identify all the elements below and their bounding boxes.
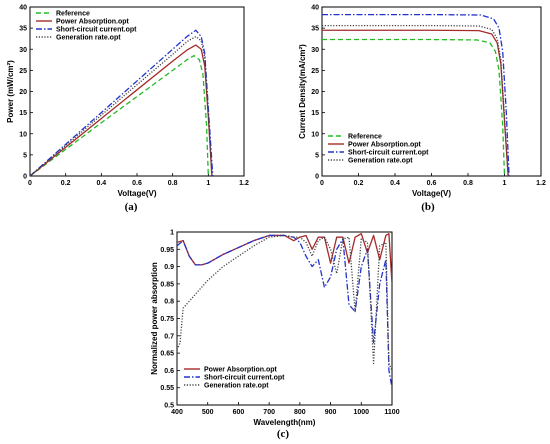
y-tick-label: 30: [311, 47, 319, 54]
x-tick-label: 0.2: [354, 180, 364, 187]
x-tick-label: 0.6: [132, 180, 142, 187]
legend-entry: Reference: [56, 11, 90, 18]
y-tick-label: 0.85: [160, 281, 174, 288]
legend-entry: Generation rate.opt: [56, 35, 121, 42]
x-tick-label: 700: [263, 409, 275, 416]
chart-a: 0 0.2 0.4 0.6 0.8 1 1.2 0 5 10 15 20 25 30 35 40 Voltage…: [6, 5, 249, 214]
x-tick-label: 0: [320, 180, 324, 187]
y-tick-label: 10: [19, 131, 27, 138]
legend-entry: Reference: [348, 134, 382, 141]
y-tick-label: 5: [315, 152, 319, 159]
y-tick-label: 35: [19, 26, 27, 33]
y-tick-label: 0.7: [164, 333, 174, 340]
y-tick-label: 0.5: [164, 403, 174, 410]
chart-c: 400 500 600 700 800 900 1000 1100 0.5 0.55 0.6 0.65…: [150, 230, 400, 441]
y-tick-label: 25: [19, 68, 27, 75]
x-tick-label: 600: [233, 409, 245, 416]
y-axis-label: Power (mW/cm²): [6, 60, 15, 123]
y-tick-label: 0.55: [160, 385, 174, 392]
y-tick-label: 20: [19, 89, 27, 96]
y-tick-label: 35: [311, 26, 319, 33]
panel-caption: (b): [421, 201, 435, 213]
y-tick-label: 0.8: [164, 299, 174, 306]
y-axis-label: Current Density(mA/cm²): [298, 44, 307, 139]
legend-entry: Short-circuit current.opt: [56, 27, 137, 34]
x-tick-label: 0.2: [61, 180, 71, 187]
legend-entry: Short-circuit current.opt: [348, 150, 429, 157]
series-line-3: [177, 234, 392, 371]
series-line-4: [322, 24, 509, 176]
x-tick-label: 0.4: [390, 180, 400, 187]
x-tick-label: 1: [503, 180, 507, 187]
y-tick-label: 15: [19, 110, 27, 117]
x-tick-label: 0.8: [168, 180, 178, 187]
x-tick-label: 400: [171, 409, 183, 416]
legend-entry: Power Absorption.opt: [56, 19, 130, 26]
y-tick-label: 30: [19, 47, 27, 54]
chart-b: 0 0.2 0.4 0.6 0.8 1 1.2 0 5 10 15 20 25 30 35 40 Voltage…: [298, 5, 546, 214]
y-tick-label: 25: [311, 68, 319, 75]
y-tick-label: 0.95: [160, 247, 174, 254]
y-tick-label: 5: [23, 152, 27, 159]
series-line-1: [322, 38, 506, 176]
series-line-1: [30, 54, 209, 176]
x-axis-label: Voltage(V): [118, 189, 157, 198]
series-line-2: [177, 234, 392, 388]
y-tick-label: 0: [23, 174, 27, 181]
y-tick-label: 10: [311, 131, 319, 138]
y-tick-label: 40: [311, 5, 319, 12]
legend-entry: Power Absorption.opt: [204, 367, 278, 374]
x-tick-label: 1.2: [239, 180, 249, 187]
x-axis-label: Voltage(V): [412, 189, 451, 198]
series-line-2: [322, 29, 509, 176]
x-tick-label: 1: [206, 180, 210, 187]
y-axis-label: Normalized power absorption: [150, 262, 159, 375]
y-tick-label: 0.75: [160, 316, 174, 323]
panel-caption: (a): [125, 201, 138, 213]
x-tick-label: 500: [202, 409, 214, 416]
legend-entry: Generation rate.opt: [204, 383, 269, 390]
y-tick-label: 15: [311, 110, 319, 117]
y-tick-label: 0.9: [164, 264, 174, 271]
x-tick-label: 900: [325, 409, 337, 416]
x-axis-label: Wavelength(nm): [254, 418, 316, 427]
panel-caption: (c): [277, 428, 290, 440]
x-tick-label: 0.4: [96, 180, 106, 187]
series-line-3: [322, 13, 510, 176]
x-tick-label: 1000: [353, 409, 369, 416]
y-tick-label: 40: [19, 5, 27, 12]
y-tick-label: 1: [170, 230, 174, 237]
series-line-1: [177, 233, 392, 284]
x-tick-label: 0: [28, 180, 32, 187]
y-tick-label: 20: [311, 89, 319, 96]
legend-entry: Power Absorption.opt: [348, 142, 422, 149]
x-tick-label: 0.6: [427, 180, 437, 187]
y-tick-label: 0.65: [160, 351, 174, 358]
y-tick-label: 0: [315, 174, 319, 181]
x-tick-label: 1100: [384, 409, 399, 416]
x-tick-label: 1.2: [536, 180, 546, 187]
x-tick-label: 0.8: [463, 180, 473, 187]
legend-entry: Short-circuit current.opt: [204, 375, 285, 382]
x-tick-label: 800: [294, 409, 306, 416]
legend-entry: Generation rate.opt: [348, 158, 413, 165]
y-tick-label: 0.6: [164, 368, 174, 375]
